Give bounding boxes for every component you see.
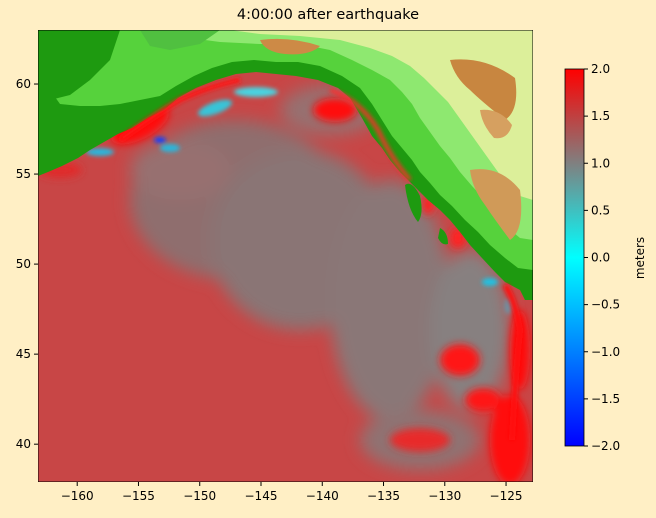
colorbar-tick-label: −1.0	[591, 345, 620, 359]
colorbar-label: meters	[633, 237, 647, 279]
colorbar-tick-label: −1.5	[591, 392, 620, 406]
map-plot-area	[38, 30, 533, 482]
y-tick-label: 40	[16, 437, 31, 451]
wave-gray-zones	[130, 85, 510, 470]
colorbar-tick-label: 1.5	[591, 109, 610, 123]
colorbar-tick-label: −0.5	[591, 298, 620, 312]
x-tick-label: −135	[367, 489, 400, 503]
wave-cyan-zones	[86, 87, 512, 314]
chart-title: 4:00:00 after earthquake	[236, 7, 420, 23]
colorbar	[564, 68, 585, 447]
colorbar-tick-label: −2.0	[591, 439, 620, 453]
y-axis-ticks: 40 45 50 55 60	[16, 77, 38, 451]
y-tick-label: 55	[16, 167, 31, 181]
x-tick-label: −145	[245, 489, 278, 503]
coastal-fringe	[118, 77, 524, 441]
colorbar-tick-label: 1.0	[591, 156, 610, 170]
y-tick-label: 45	[16, 347, 31, 361]
colorbar-tick-label: 0.0	[591, 251, 610, 265]
y-tick-label: 50	[16, 257, 31, 271]
x-tick-label: −125	[490, 489, 523, 503]
colorbar-tick-label: 0.5	[591, 203, 610, 217]
x-axis-ticks: −160 −155 −150 −145 −140 −135 −130 −125	[61, 482, 523, 503]
colorbar-tick-label: 2.0	[591, 62, 610, 76]
x-tick-label: −160	[61, 489, 94, 503]
colorbar-ticks: −2.0 −1.5 −1.0 −0.5 0.0 0.5 1.0 1.5 2.0	[584, 62, 620, 453]
y-tick-label: 60	[16, 77, 31, 91]
land-mass	[38, 30, 533, 300]
x-tick-label: −155	[122, 489, 155, 503]
x-tick-label: −130	[428, 489, 461, 503]
x-tick-label: −150	[183, 489, 216, 503]
x-tick-label: −140	[306, 489, 339, 503]
